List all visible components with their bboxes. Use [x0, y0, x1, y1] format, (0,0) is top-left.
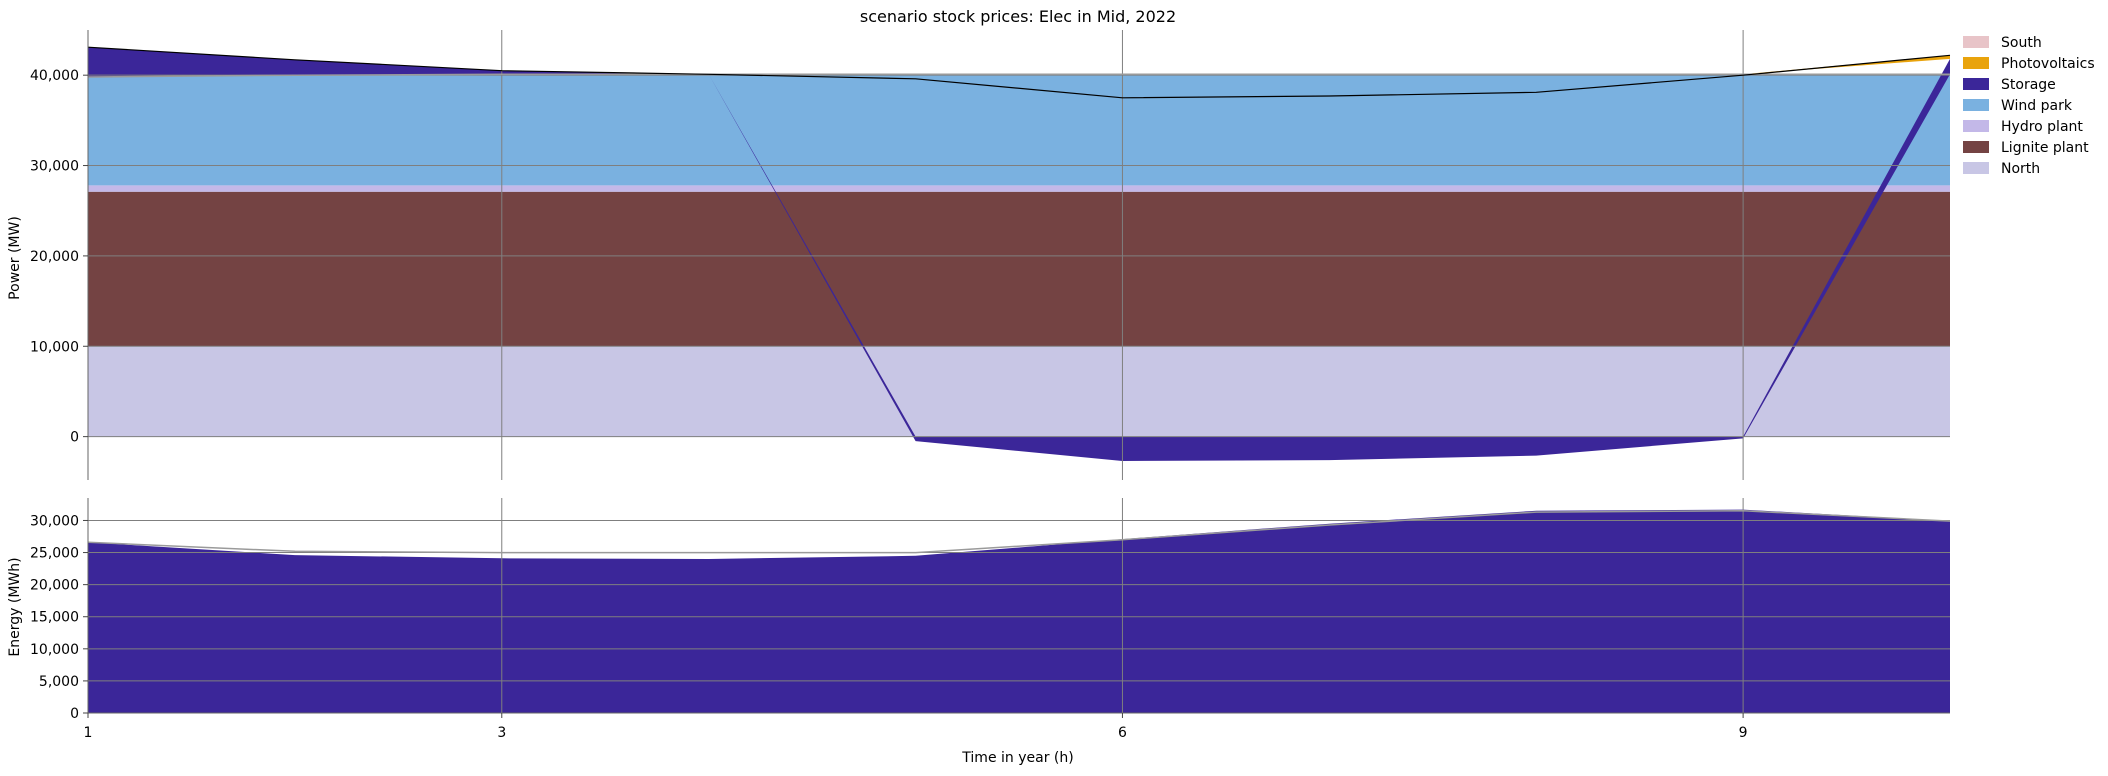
area-lignite-plant [88, 191, 1950, 347]
legend-label-north: North [2001, 161, 2040, 177]
power-y-axis-label: Power (MW) [7, 216, 23, 300]
x-tick-label: 1 [84, 725, 93, 741]
legend-label-photovoltaics: Photovoltaics [2001, 56, 2095, 72]
area-storage-energy [88, 509, 1950, 713]
area-hydro-plant [88, 185, 1950, 192]
power-panel: 0 10,000 20,000 30,000 40,000 Power (MW) [7, 30, 1951, 480]
legend-label-lignite-plant: Lignite plant [2001, 140, 2089, 156]
chart-title: scenario stock prices: Elec in Mid, 2022 [860, 7, 1176, 26]
legend-label-hydro-plant: Hydro plant [2001, 119, 2083, 135]
x-tick-label: 6 [1118, 725, 1127, 741]
legend-label-wind-park: Wind park [2001, 98, 2073, 114]
energy-y-axis-label: Energy (MWh) [7, 557, 23, 656]
y-tick-label: 30,000 [30, 159, 79, 175]
y-tick-label: 5,000 [39, 674, 79, 690]
y-tick-label: 20,000 [30, 249, 79, 265]
total-line [87, 46, 1951, 99]
legend-swatch-south [1963, 36, 1989, 48]
power-areas [88, 47, 1950, 461]
power-lines [87, 46, 1951, 99]
power-axes: 0 10,000 20,000 30,000 40,000 [30, 30, 89, 480]
reference-line [87, 510, 1951, 554]
legend-swatch-photovoltaics [1963, 57, 1989, 69]
legend-swatch-lignite-plant [1963, 141, 1989, 153]
legend: South Photovoltaics Storage Wind park Hydro … [1963, 35, 2095, 177]
legend-swatch-north [1963, 162, 1989, 174]
y-tick-label: 10,000 [30, 642, 79, 658]
y-tick-label: 0 [70, 706, 79, 722]
y-tick-label: 20,000 [30, 578, 79, 594]
y-tick-label: 25,000 [30, 546, 79, 562]
legend-swatch-hydro-plant [1963, 120, 1989, 132]
legend-label-storage: Storage [2001, 77, 2056, 93]
area-north [88, 346, 1950, 437]
y-tick-label: 30,000 [30, 513, 79, 529]
energy-x-axis-label: Time in year (h) [961, 750, 1073, 766]
x-tick-label: 9 [1739, 725, 1748, 741]
legend-swatch-wind-park [1963, 99, 1989, 111]
energy-panel: 0 5,000 10,000 15,000 20,000 25,000 30,000 1 3 6 9… [7, 498, 1951, 766]
y-tick-label: 0 [70, 430, 79, 446]
y-tick-label: 15,000 [30, 610, 79, 626]
y-tick-label: 40,000 [30, 68, 79, 84]
x-tick-label: 3 [497, 725, 506, 741]
y-tick-label: 10,000 [30, 339, 79, 355]
energy-areas [88, 509, 1950, 713]
energy-axes: 0 5,000 10,000 15,000 20,000 25,000 30,000 1 3 6 9 [30, 498, 1950, 741]
legend-label-south: South [2001, 35, 2042, 51]
legend-swatch-storage [1963, 78, 1989, 90]
reference-line [87, 73, 1950, 78]
energy-lines [87, 510, 1951, 554]
area-wind-park [88, 74, 1950, 186]
